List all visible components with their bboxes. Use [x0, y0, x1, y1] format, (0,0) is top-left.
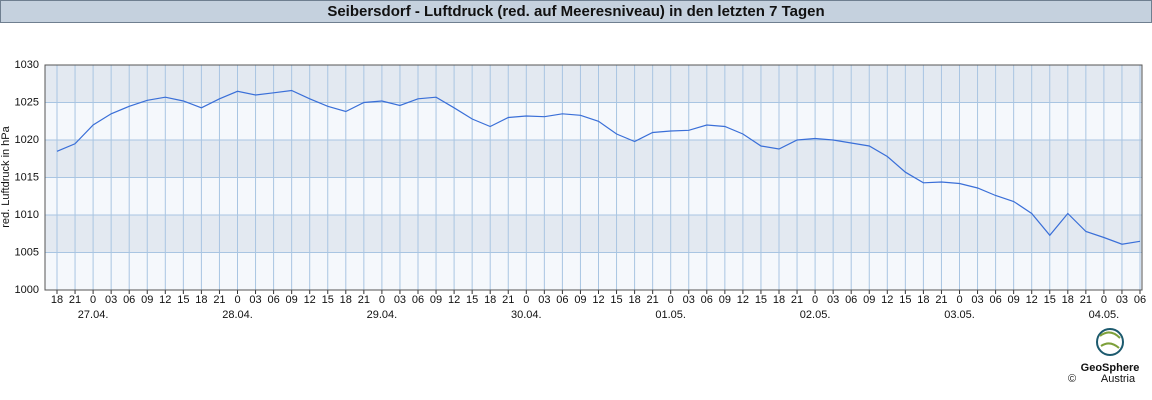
line [56, 89, 1141, 245]
x-tick-label: 18 [195, 294, 207, 306]
date-label: 27.04. [78, 309, 109, 321]
y-tick-label: 1010 [15, 209, 39, 221]
x-tick-label: 18 [773, 294, 785, 306]
x-tick-label: 15 [899, 294, 911, 306]
x-tick-label: 18 [628, 294, 640, 306]
x-tick-label: 21 [502, 294, 514, 306]
x-tick-label: 12 [881, 294, 893, 306]
x-tick-label: 0 [234, 294, 240, 306]
x-tick-label: 0 [956, 294, 962, 306]
logo: GeoSphere Austria © [1068, 328, 1140, 385]
x-tick-label: 03 [538, 294, 550, 306]
x-tick-label: 12 [304, 294, 316, 306]
plot-border [44, 64, 1143, 291]
x-tick-label: 15 [466, 294, 478, 306]
x-tick-label: 0 [379, 294, 385, 306]
x-tick-label: 18 [917, 294, 929, 306]
x-tick-label: 06 [989, 294, 1001, 306]
x-tick-label: 21 [1080, 294, 1092, 306]
chart-title: Seibersdorf - Luftdruck (red. auf Meeres… [327, 3, 824, 20]
y-tick-label: 1005 [15, 246, 39, 258]
x-tick-label: 12 [159, 294, 171, 306]
x-tick-label: 09 [430, 294, 442, 306]
y-tick-label: 1025 [15, 96, 39, 108]
x-tick-label: 03 [971, 294, 983, 306]
date-label: 01.05. [655, 309, 686, 321]
y-tick-label: 1015 [15, 171, 39, 183]
x-tick-label: 09 [286, 294, 298, 306]
y-axis-label: red. Luftdruck in hPa [0, 125, 12, 227]
x-tick-label: 09 [1008, 294, 1020, 306]
x-tick-label: 03 [683, 294, 695, 306]
x-tick-label: 0 [812, 294, 818, 306]
x-tick-label: 06 [1134, 294, 1146, 306]
x-tick-label: 18 [340, 294, 352, 306]
date-label: 04.05. [1089, 309, 1120, 321]
date-label: 02.05. [800, 309, 831, 321]
x-tick-label: 06 [412, 294, 424, 306]
logo-icon [1096, 328, 1124, 356]
x-tick-label: 15 [322, 294, 334, 306]
date-label: 03.05. [944, 309, 975, 321]
x-tick-label: 12 [592, 294, 604, 306]
x-tick-label: 09 [141, 294, 153, 306]
x-tick-label: 0 [1101, 294, 1107, 306]
x-tick-label: 06 [556, 294, 568, 306]
x-tick-label: 0 [90, 294, 96, 306]
x-tick-label: 03 [394, 294, 406, 306]
x-tick-label: 09 [863, 294, 875, 306]
x-tick-label: 0 [668, 294, 674, 306]
x-tick-label: 21 [935, 294, 947, 306]
x-tick-label: 03 [1116, 294, 1128, 306]
date-label: 28.04. [222, 309, 253, 321]
x-tick-label: 18 [51, 294, 63, 306]
x-tick-label: 15 [755, 294, 767, 306]
x-tick-label: 09 [719, 294, 731, 306]
x-tick-label: 03 [827, 294, 839, 306]
x-tick-label: 15 [610, 294, 622, 306]
x-tick-label: 15 [177, 294, 189, 306]
x-tick-label: 12 [1026, 294, 1038, 306]
x-tick-label: 03 [105, 294, 117, 306]
x-tick-label: 18 [484, 294, 496, 306]
y-tick-label: 1020 [15, 134, 39, 146]
x-tick-label: 09 [574, 294, 586, 306]
x-tick-label: 15 [1044, 294, 1056, 306]
x-tick-label: 06 [701, 294, 713, 306]
date-label: 29.04. [367, 309, 398, 321]
copyright: © [1068, 373, 1076, 385]
logo-name: GeoSphere [1081, 362, 1140, 374]
x-tick-label: 06 [123, 294, 135, 306]
x-tick-label: 21 [213, 294, 225, 306]
y-tick-label: 1000 [15, 284, 39, 296]
x-tick-label: 03 [249, 294, 261, 306]
x-tick-label: 12 [448, 294, 460, 306]
x-tick-label: 06 [845, 294, 857, 306]
x-tick-label: 21 [791, 294, 803, 306]
y-tick-label: 1030 [15, 59, 39, 71]
x-tick-label: 12 [737, 294, 749, 306]
x-tick-label: 21 [358, 294, 370, 306]
logo-sub: Austria [1101, 373, 1136, 385]
x-tick-label: 21 [69, 294, 81, 306]
x-tick-label: 21 [647, 294, 659, 306]
x-tick-label: 0 [523, 294, 529, 306]
x-tick-label: 06 [267, 294, 279, 306]
logo-icon [1099, 331, 1121, 349]
date-label: 30.04. [511, 309, 542, 321]
x-tick-label: 18 [1062, 294, 1074, 306]
